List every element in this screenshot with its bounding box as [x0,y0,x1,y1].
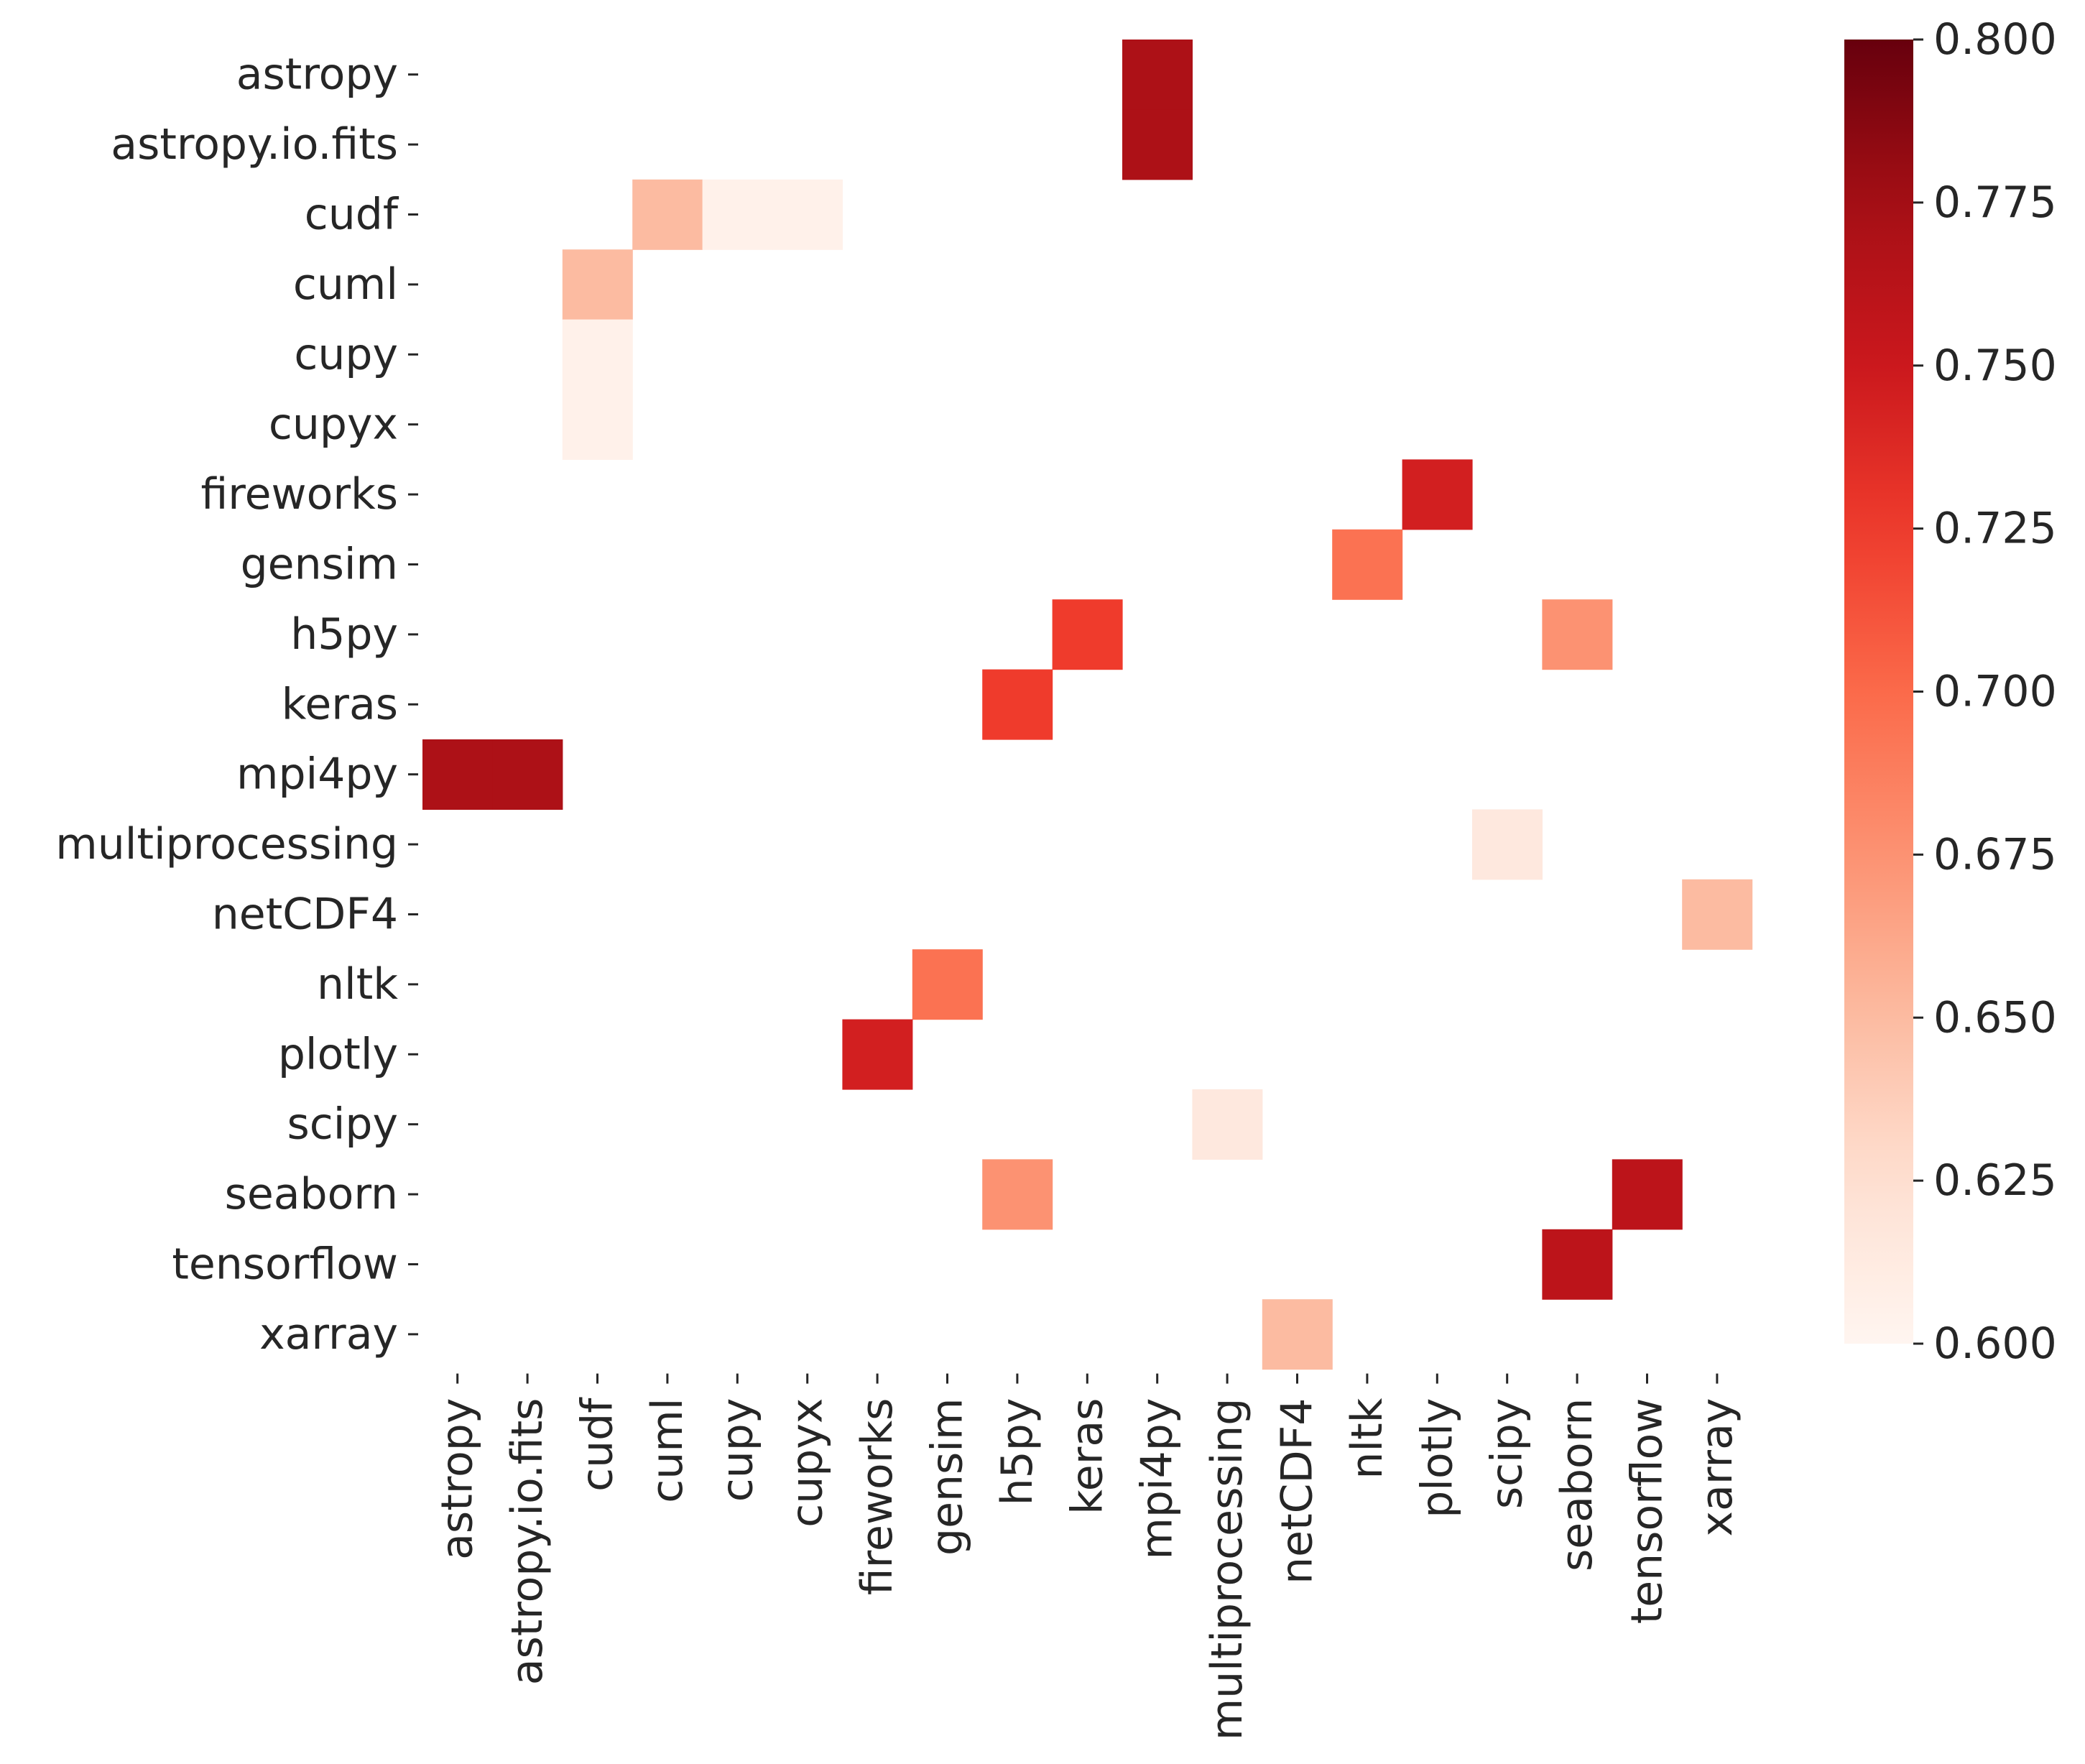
heatmap-cell-seaborn-tensorflow [1612,1159,1683,1230]
colorbar-gradient [1844,40,1913,1344]
heatmap-cell-h5py-keras [1052,599,1123,670]
heatmap-cell-nltk-gensim [912,949,983,1020]
y-tick-label: cupyx [269,400,398,450]
heatmap-cells [422,40,1753,1370]
heatmap-cell-cuml-cudf [562,249,633,320]
x-tick-label: scipy [1482,1398,1532,1510]
heatmap-cell-gensim-nltk [1332,529,1403,600]
y-tick-label: astropy.io.fits [111,119,398,170]
y-tick-label: h5py [290,609,398,660]
x-tick-label: xarray [1692,1398,1742,1537]
heatmap-cell-mpi4py-astropy.io.fits [492,739,563,810]
heatmap-cell-cudf-cuml [632,179,703,250]
y-tick-label: fireworks [200,469,398,519]
x-tick-label: seaborn [1552,1398,1602,1571]
x-tick-label: h5py [992,1398,1042,1506]
x-tick-label: multiprocessing [1202,1398,1252,1741]
heatmap-cell-xarray-netCDF4 [1262,1299,1333,1370]
y-tick-label: astropy [236,50,398,100]
heatmap-cell-scipy-multiprocessing [1192,1089,1263,1160]
colorbar-tick-label: 0.700 [1933,667,2057,717]
x-tick-label: astropy.io.fits [502,1398,553,1686]
colorbar-tick-label: 0.800 [1933,14,2057,65]
heatmap-cell-cudf-cupy [702,179,773,250]
heatmap-cell-seaborn-h5py [982,1159,1053,1230]
x-tick-label: fireworks [852,1398,902,1596]
heatmap-cell-multiprocessing-scipy [1472,809,1543,880]
y-tick-label: plotly [278,1029,398,1079]
y-tick-label: cudf [305,190,399,240]
heatmap-cell-fireworks-plotly [1402,459,1473,530]
colorbar-tick-label: 0.725 [1933,504,2057,554]
y-tick-label: xarray [259,1309,398,1359]
heatmap-cell-keras-h5py [982,669,1053,740]
y-tick-label: nltk [317,959,398,1010]
heatmap-cell-mpi4py-astropy [422,739,493,810]
colorbar-tick-label: 0.650 [1933,992,2057,1043]
colorbar-tick-label: 0.675 [1933,829,2057,879]
y-tick-label: gensim [241,540,398,590]
y-tick-label: tensorflow [172,1239,398,1290]
heatmap-cell-cudf-cupyx [772,179,843,250]
x-tick-label: cupy [712,1398,762,1502]
x-tick-label: cupyx [782,1398,833,1528]
x-axis: astropy astropy.io.fits cudf cuml cupy cupyx f… [433,1373,1742,1741]
heatmap-cell-cupy-cudf [562,319,633,390]
x-tick-label: netCDF4 [1272,1398,1323,1584]
x-tick-label: astropy [433,1398,483,1560]
y-tick-label: seaborn [225,1169,398,1219]
y-tick-label: mpi4py [236,749,398,800]
colorbar-tick-label: 0.600 [1933,1319,2057,1369]
x-tick-label: plotly [1412,1398,1462,1518]
heatmap-cell-h5py-seaborn [1542,599,1613,670]
x-tick-label: keras [1062,1398,1112,1515]
y-tick-label: cupy [294,329,398,379]
colorbar: 0.600 0.625 0.650 0.675 0.700 0.725 0.750 0.775… [1844,14,2057,1369]
colorbar-tick-label: 0.775 [1933,177,2057,228]
colorbar-tick-label: 0.625 [1933,1155,2057,1206]
heatmap-cell-tensorflow-seaborn [1542,1229,1613,1300]
y-tick-label: keras [282,679,398,729]
y-tick-label: multiprocessing [55,819,398,869]
y-axis: astropy astropy.io.fits cudf cuml cupy cupyx f… [55,50,418,1359]
heatmap-cell-cupyx-cudf [562,389,633,460]
heatmap-cell-astropy.io.fits-mpi4py [1122,109,1193,180]
heatmap-cell-astropy-mpi4py [1122,40,1193,110]
x-tick-label: tensorflow [1622,1398,1673,1625]
x-tick-label: gensim [923,1398,973,1556]
y-tick-label: cuml [293,259,398,310]
heatmap-cell-netCDF4-xarray [1682,879,1753,950]
y-tick-label: scipy [287,1099,398,1150]
x-tick-label: mpi4py [1132,1398,1183,1560]
y-tick-label: netCDF4 [212,890,398,940]
x-tick-label: nltk [1342,1398,1392,1479]
colorbar-tick-label: 0.750 [1933,341,2057,391]
x-tick-label: cuml [642,1398,693,1503]
heatmap-cell-plotly-fireworks [842,1019,913,1090]
x-tick-label: cudf [573,1397,623,1492]
